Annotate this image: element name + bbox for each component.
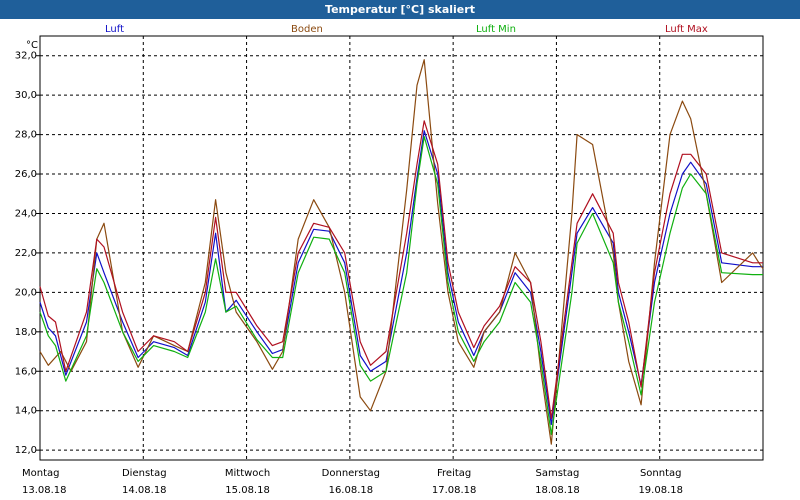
y-tick-label: 18,0 (15, 327, 37, 338)
y-tick-label: 12,0 (15, 445, 37, 456)
x-day-label: Mittwoch (225, 468, 270, 479)
y-axis-unit-label: °C (26, 40, 38, 51)
legend-boden: Boden (291, 24, 323, 35)
plot-area-border (39, 35, 764, 461)
y-tick-label: 28,0 (15, 130, 37, 141)
y-tick-label: 16,0 (15, 366, 37, 377)
series-line-luft-min (39, 136, 763, 435)
x-date-label: 17.08.18 (432, 485, 477, 496)
y-tick-label: 20,0 (15, 287, 37, 298)
x-day-label: Donnerstag (322, 468, 380, 479)
y-tick-label: 30,0 (15, 90, 37, 101)
x-date-label: 18.08.18 (535, 485, 580, 496)
series-line-luft-max (39, 120, 763, 420)
legend-luft-max: Luft Max (665, 24, 708, 35)
x-date-label: 15.08.18 (225, 485, 270, 496)
x-date-label: 19.08.18 (638, 485, 683, 496)
y-tick-label: 14,0 (15, 406, 37, 417)
chart-title: Temperatur [°C] skaliert (0, 0, 800, 19)
x-day-label: Freitag (437, 468, 471, 479)
legend-luft: Luft (105, 24, 124, 35)
x-date-label: 14.08.18 (122, 485, 167, 496)
y-tick-label: 22,0 (15, 248, 37, 259)
y-tick-label: 26,0 (15, 169, 37, 180)
y-tick-label: 24,0 (15, 208, 37, 219)
x-date-label: 13.08.18 (22, 485, 67, 496)
y-tick-label: 32,0 (15, 51, 37, 62)
legend-luft-min: Luft Min (476, 24, 516, 35)
series-line-boden (39, 59, 764, 445)
x-day-label: Montag (22, 468, 59, 479)
series-line-luft (39, 130, 763, 426)
x-day-label: Dienstag (122, 468, 167, 479)
x-day-label: Samstag (536, 468, 580, 479)
x-day-label: Sonntag (640, 468, 682, 479)
x-date-label: 16.08.18 (329, 485, 374, 496)
